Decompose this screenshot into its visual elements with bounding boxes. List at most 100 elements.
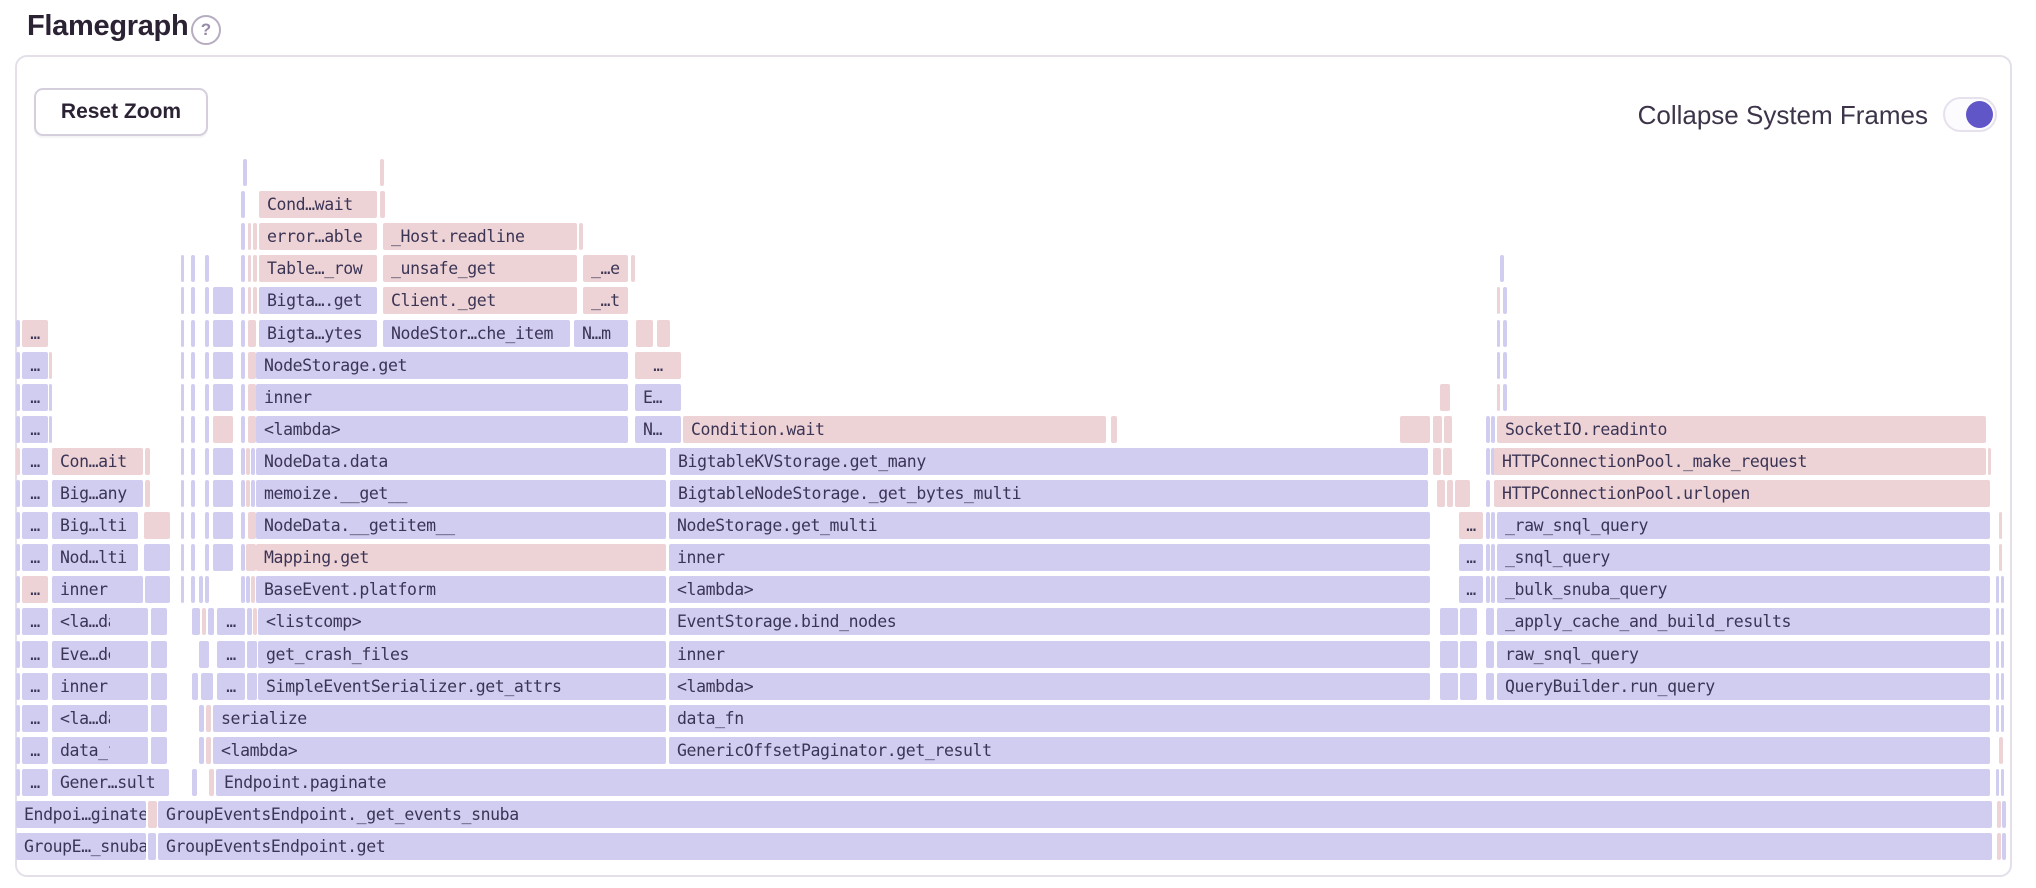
flame-frame-sliver[interactable]: [2001, 608, 2004, 635]
flame-frame-sliver[interactable]: [151, 705, 167, 732]
flame-frame-sliver[interactable]: [248, 416, 256, 443]
flame-frame-sliver[interactable]: [246, 544, 256, 571]
flame-frame-sliver[interactable]: [1997, 801, 2001, 828]
flame-frame-sliver[interactable]: [205, 480, 209, 507]
flame-frame-sliver[interactable]: [1486, 512, 1490, 539]
flame-frame-sliver[interactable]: [49, 384, 52, 411]
flame-frame[interactable]: GenericOffsetPaginator.get_result: [669, 737, 1990, 764]
flame-frame-sliver[interactable]: [151, 737, 167, 764]
flame-frame-sliver[interactable]: [205, 384, 209, 411]
flame-frame-sliver[interactable]: [16, 384, 20, 411]
flame-frame-sliver[interactable]: [241, 223, 245, 250]
flame-frame-sliver[interactable]: [1460, 608, 1477, 635]
flame-frame-sliver[interactable]: [16, 576, 20, 603]
flame-frame[interactable]: <lambda>: [669, 576, 1430, 603]
flame-frame[interactable]: …: [1459, 544, 1483, 571]
flame-frame-sliver[interactable]: [192, 608, 200, 635]
flame-frame[interactable]: QueryBuilder.run_query: [1497, 673, 1990, 700]
flame-frame[interactable]: BaseEvent.platform: [256, 576, 666, 603]
flame-frame[interactable]: SocketIO.readinto: [1497, 416, 1986, 443]
flame-frame-sliver[interactable]: [16, 512, 20, 539]
flame-frame-sliver[interactable]: [145, 480, 150, 507]
flame-frame-sliver[interactable]: [1433, 416, 1442, 443]
flame-frame[interactable]: GroupE…_snuba: [16, 833, 146, 860]
flame-frame[interactable]: E…: [635, 384, 681, 411]
flame-frame[interactable]: data_fn: [669, 705, 1990, 732]
flame-frame-sliver[interactable]: [191, 576, 195, 603]
flame-frame[interactable]: …: [22, 769, 48, 796]
flame-frame[interactable]: Bigta…ytes: [259, 320, 377, 347]
flame-frame-sliver[interactable]: [241, 448, 245, 475]
flame-frame[interactable]: Bigta….get: [259, 287, 377, 314]
flame-frame-sliver[interactable]: [205, 544, 209, 571]
flame-frame[interactable]: …: [1459, 576, 1483, 603]
flame-frame-sliver[interactable]: [199, 737, 204, 764]
flame-frame-sliver[interactable]: [16, 737, 20, 764]
flame-frame[interactable]: …: [22, 448, 48, 475]
flame-frame[interactable]: get_crash_files: [258, 641, 666, 668]
flame-frame-sliver[interactable]: [1447, 480, 1453, 507]
flame-frame[interactable]: Endpoi…ginate: [16, 801, 146, 828]
flame-frame[interactable]: HTTPConnectionPool._make_request: [1494, 448, 1986, 475]
flame-frame-sliver[interactable]: [1486, 448, 1490, 475]
flame-frame-sliver[interactable]: [16, 769, 20, 796]
flame-frame[interactable]: Big…lti: [52, 512, 138, 539]
reset-zoom-button[interactable]: Reset Zoom: [34, 88, 208, 136]
flame-frame-sliver[interactable]: [181, 448, 184, 475]
flame-frame[interactable]: NodeStor…che_item: [383, 320, 570, 347]
flame-frame-sliver[interactable]: [1999, 737, 2003, 764]
flame-frame-sliver[interactable]: [213, 544, 233, 571]
flame-frame-sliver[interactable]: [205, 287, 209, 314]
flame-frame[interactable]: …: [22, 737, 48, 764]
flame-frame[interactable]: …: [22, 384, 48, 411]
flame-frame-sliver[interactable]: [181, 416, 184, 443]
flame-frame[interactable]: _raw_snql_query: [1497, 512, 1990, 539]
flame-frame-sliver[interactable]: [1503, 320, 1507, 347]
flame-frame-sliver[interactable]: [1503, 384, 1507, 411]
flame-frame[interactable]: …: [217, 673, 245, 700]
flame-frame-sliver[interactable]: [202, 608, 206, 635]
flame-frame[interactable]: raw_snql_query: [1497, 641, 1990, 668]
flame-frame-sliver[interactable]: [213, 480, 233, 507]
flame-frame-sliver[interactable]: [16, 448, 20, 475]
flame-frame-sliver[interactable]: [130, 737, 148, 764]
flame-frame-sliver[interactable]: [1996, 769, 1999, 796]
flame-frame[interactable]: _Host.readline: [383, 223, 577, 250]
flame-frame[interactable]: memoize.__get__: [256, 480, 666, 507]
flame-frame-sliver[interactable]: [144, 512, 170, 539]
flame-frame-sliver[interactable]: [248, 352, 256, 379]
flame-frame-sliver[interactable]: [241, 352, 245, 379]
flame-frame[interactable]: …: [22, 416, 48, 443]
flame-frame-sliver[interactable]: [657, 320, 670, 347]
flame-frame-sliver[interactable]: [130, 608, 148, 635]
flame-frame-sliver[interactable]: [205, 448, 209, 475]
flame-frame-sliver[interactable]: [209, 769, 214, 796]
flame-frame-sliver[interactable]: [213, 352, 233, 379]
flame-frame-sliver[interactable]: [181, 352, 184, 379]
flame-frame-sliver[interactable]: [1486, 608, 1494, 635]
flame-frame[interactable]: Nod…lti: [52, 544, 138, 571]
flame-frame-sliver[interactable]: [151, 608, 167, 635]
flame-frame-sliver[interactable]: [213, 320, 233, 347]
flame-frame[interactable]: Endpoint.paginate: [216, 769, 1990, 796]
flame-frame-sliver[interactable]: [16, 320, 20, 347]
flame-frame[interactable]: …: [22, 705, 48, 732]
flame-frame-sliver[interactable]: [1497, 384, 1500, 411]
flame-frame-sliver[interactable]: [241, 320, 245, 347]
flame-frame-sliver[interactable]: [246, 576, 250, 603]
flame-frame[interactable]: …: [22, 352, 48, 379]
flame-frame-sliver[interactable]: [191, 448, 195, 475]
flame-frame-sliver[interactable]: [1486, 641, 1494, 668]
flame-frame-sliver[interactable]: [251, 448, 255, 475]
flame-frame-sliver[interactable]: [251, 480, 255, 507]
flame-frame-sliver[interactable]: [110, 705, 127, 732]
flame-frame-sliver[interactable]: [1486, 576, 1490, 603]
flame-frame-sliver[interactable]: [206, 705, 211, 732]
flame-frame-sliver[interactable]: [2001, 673, 2004, 700]
flame-frame-sliver[interactable]: [1443, 448, 1452, 475]
flame-frame-sliver[interactable]: [247, 673, 257, 700]
flame-frame-sliver[interactable]: [1440, 608, 1458, 635]
flame-frame-sliver[interactable]: [243, 159, 247, 186]
flame-frame-sliver[interactable]: [213, 287, 233, 314]
